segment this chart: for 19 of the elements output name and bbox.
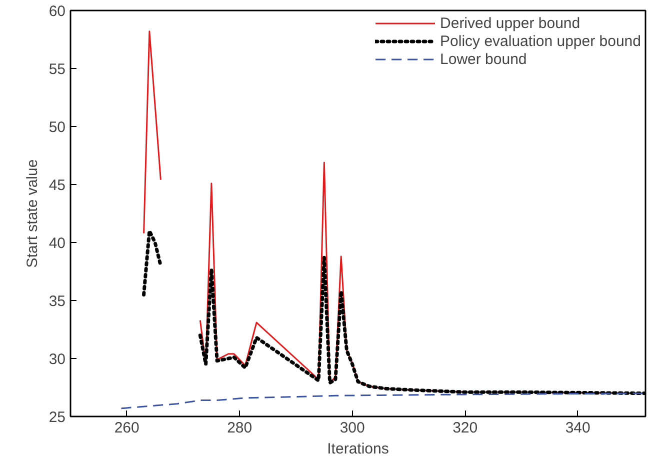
x-tick-label: 260	[114, 420, 140, 436]
y-tick-label: 40	[48, 235, 66, 252]
x-tick-label: 300	[340, 420, 365, 436]
y-tick-label: 30	[48, 351, 66, 368]
y-tick-label: 60	[48, 3, 66, 20]
legend-label: Policy evaluation upper bound	[440, 32, 641, 50]
y-tick-label: 50	[48, 119, 66, 136]
y-tick-label: 45	[48, 177, 66, 194]
x-tick-label: 280	[227, 420, 252, 436]
y-tick-label: 55	[48, 61, 66, 78]
legend-label: Lower bound	[440, 50, 527, 68]
legend-label: Derived upper bound	[440, 14, 580, 32]
x-axis-title: Iterations	[327, 440, 389, 458]
line-series	[120, 392, 646, 410]
x-tick-label: 320	[452, 420, 478, 436]
y-axis-title: Start state value	[24, 159, 41, 268]
y-tick-label: 25	[48, 409, 66, 426]
x-tick-label: 340	[565, 420, 590, 436]
y-tick-label: 35	[48, 293, 66, 310]
